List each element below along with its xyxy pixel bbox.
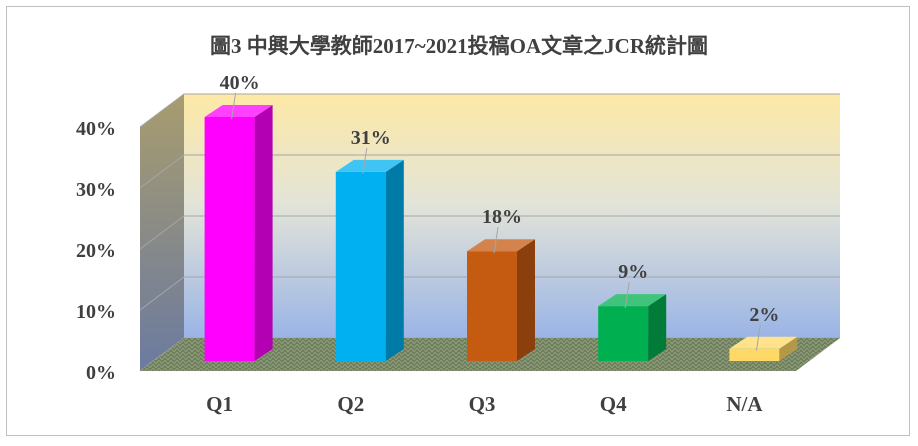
gridline — [139, 93, 840, 128]
data-label-leader — [362, 147, 368, 174]
data-label-leader — [231, 92, 237, 120]
bar-top-N/A — [729, 336, 798, 349]
x-tick-label: Q3 — [469, 392, 496, 416]
gridline — [139, 215, 840, 250]
data-label-Q4: 9% — [618, 261, 648, 283]
y-tick-label: 20% — [76, 240, 116, 262]
bar-side-Q1 — [254, 105, 273, 361]
data-label-Q3: 18% — [482, 206, 522, 228]
x-tick-label: N/A — [726, 392, 763, 416]
bar-front-Q4 — [598, 306, 649, 361]
data-label-Q2: 31% — [351, 127, 391, 149]
y-tick-label: 30% — [76, 179, 116, 201]
data-label-Q1: 40% — [220, 72, 260, 94]
bar-top-Q2 — [335, 159, 404, 172]
bar-front-Q1 — [204, 117, 255, 361]
y-tick-label: 10% — [76, 301, 116, 323]
bar-side-Q2 — [385, 159, 404, 361]
y-tick-label: 40% — [76, 118, 116, 140]
data-label-N/A: 2% — [749, 304, 779, 326]
y-tick-label: 0% — [86, 362, 116, 384]
bar-top-Q3 — [467, 239, 535, 252]
x-tick-label: Q1 — [206, 392, 233, 416]
bar-side-Q4 — [648, 294, 667, 361]
bar-side-N/A — [779, 336, 798, 361]
chart-title: 圖3 中興大學教師2017~2021投稿OA文章之JCR統計圖 — [209, 34, 708, 58]
bar-top-Q1 — [204, 105, 273, 117]
bar-top-Q4 — [598, 294, 667, 307]
bar-side-Q3 — [517, 239, 535, 361]
bar-front-Q2 — [335, 171, 386, 361]
x-tick-label: Q2 — [337, 392, 364, 416]
x-tick-label: Q4 — [600, 392, 627, 416]
gridline — [139, 276, 840, 311]
bar-front-N/A — [729, 348, 780, 361]
data-label-leader — [493, 227, 499, 254]
data-label-leader — [624, 282, 630, 309]
gridline — [139, 154, 840, 189]
data-label-leader — [755, 324, 761, 351]
bar-front-Q3 — [467, 251, 517, 361]
